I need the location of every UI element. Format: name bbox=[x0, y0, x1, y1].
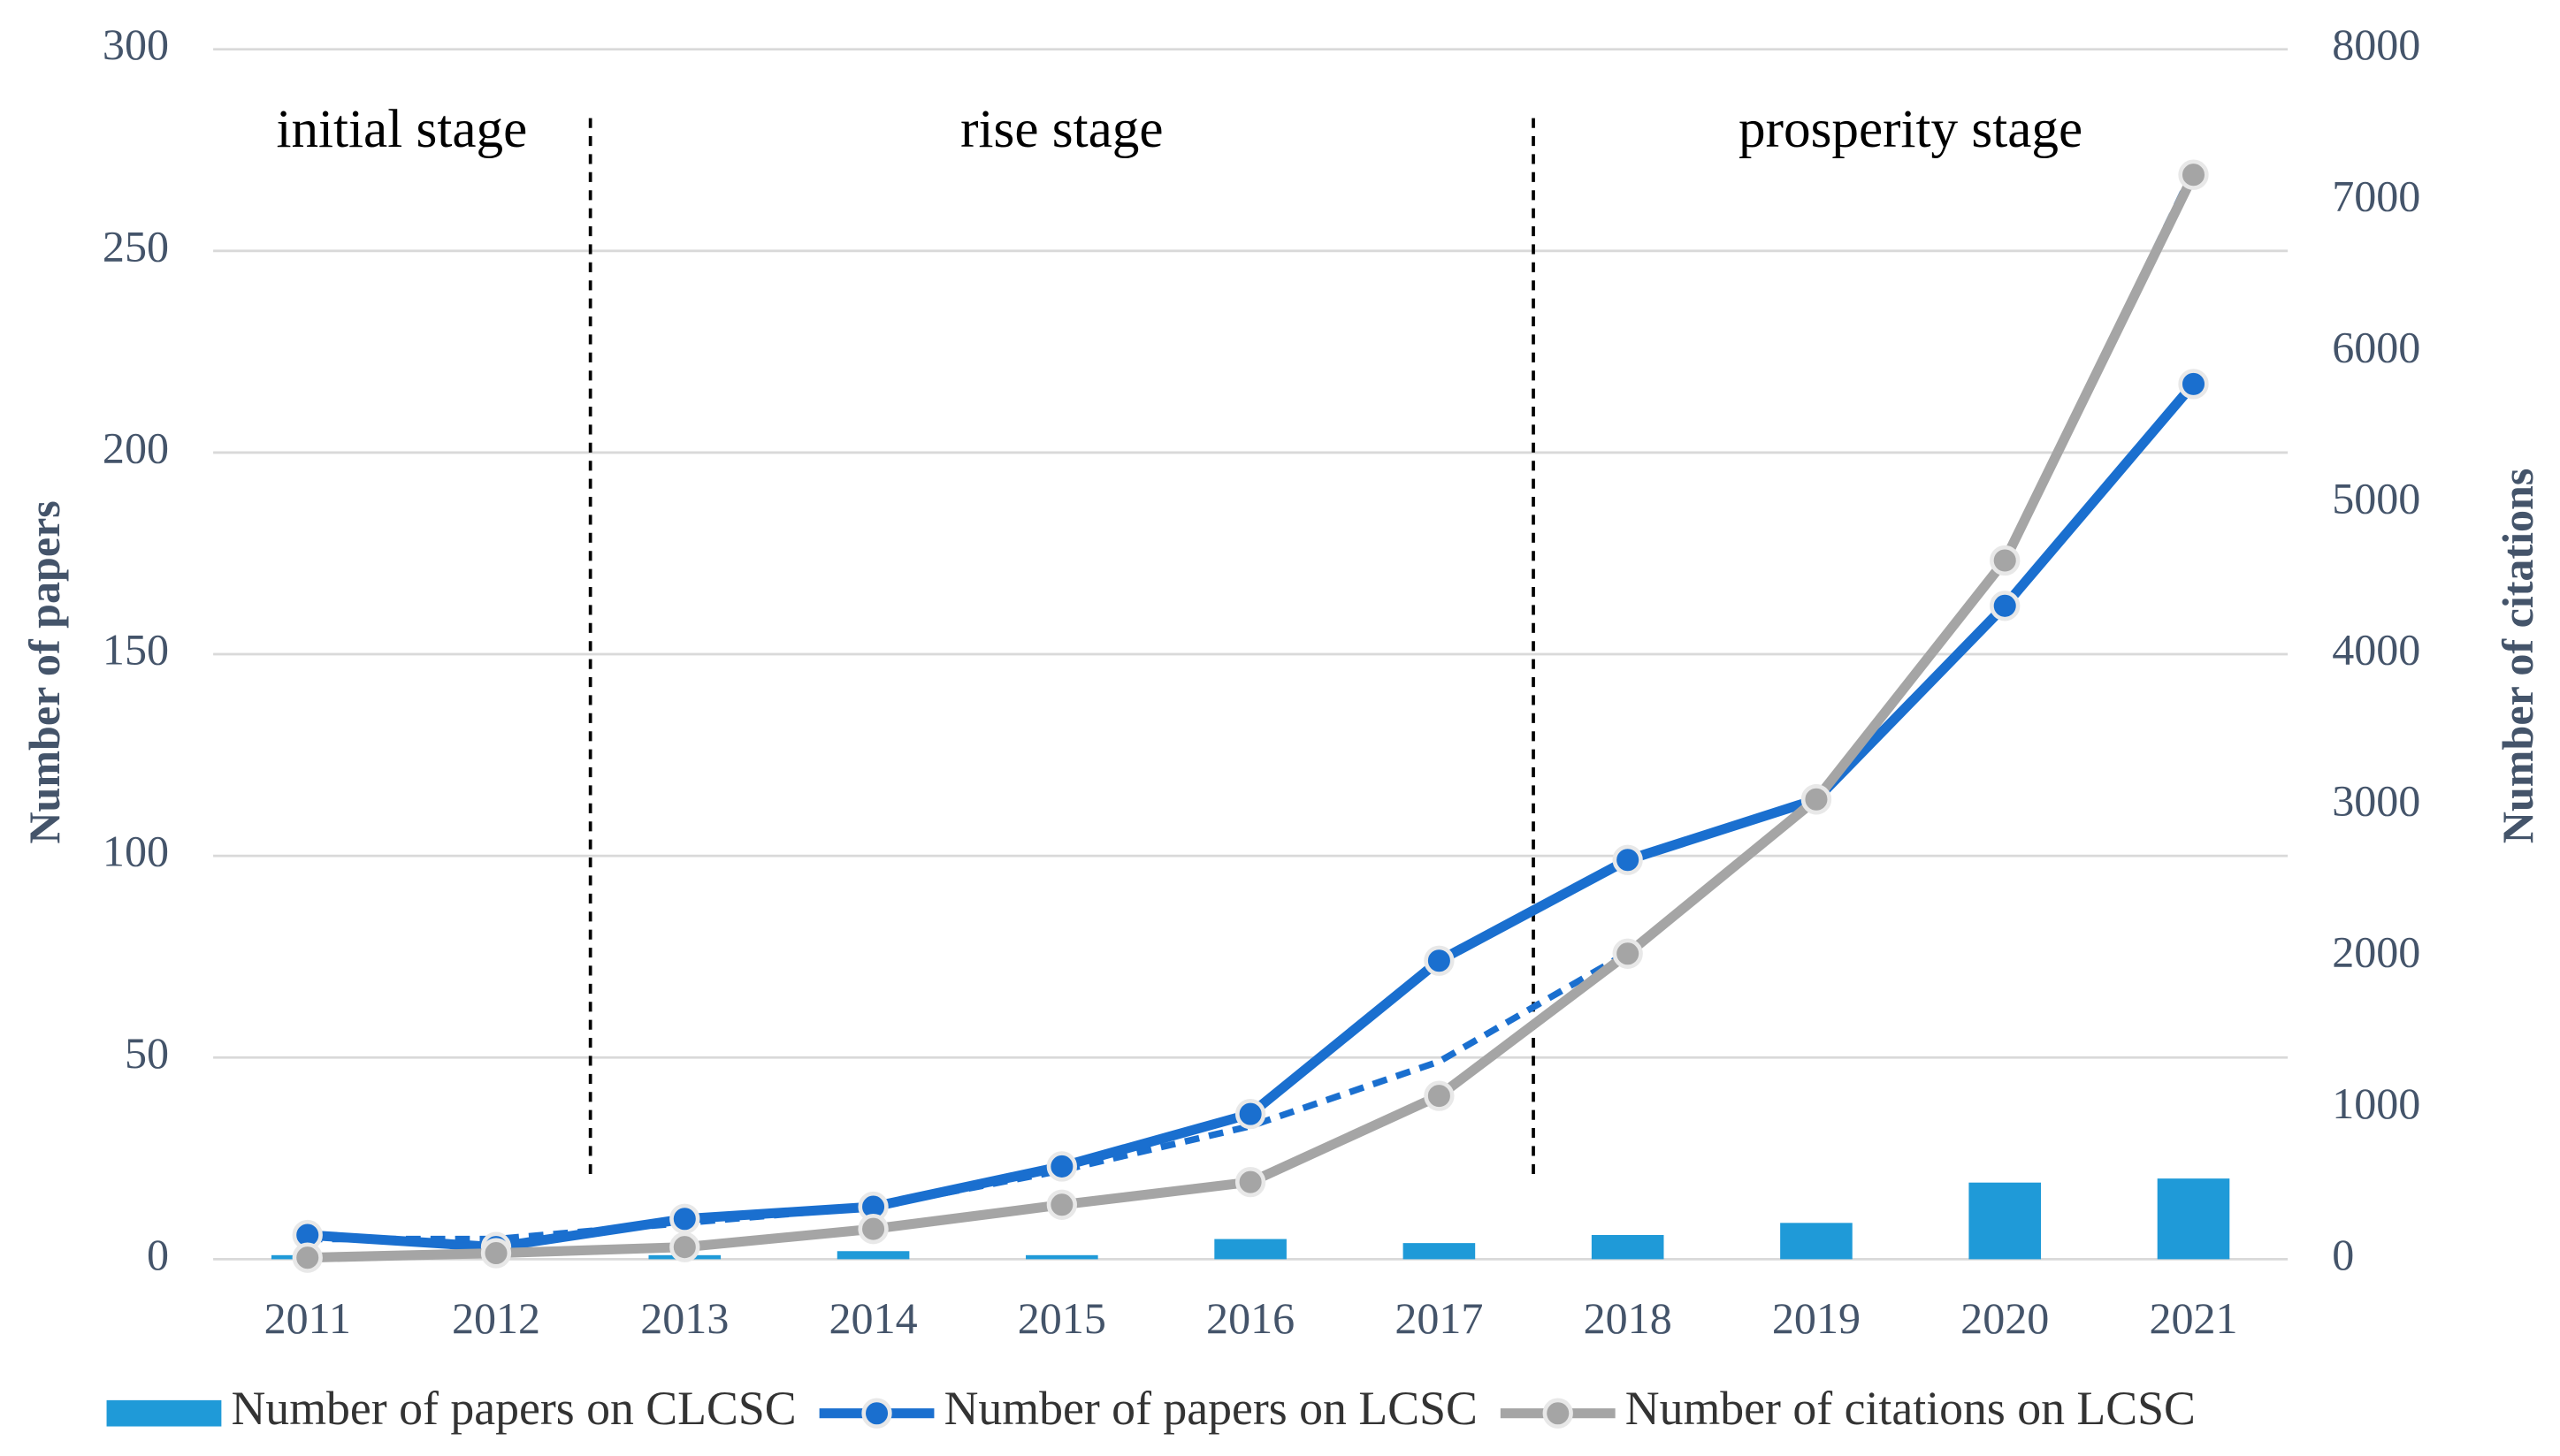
x-tick-label: 2018 bbox=[1584, 1293, 1672, 1343]
point bbox=[1612, 844, 1643, 875]
y2-tick-label: 3000 bbox=[2332, 776, 2420, 826]
y2-tick-label: 6000 bbox=[2332, 322, 2420, 371]
point bbox=[1234, 1166, 1266, 1198]
x-tick-label: 2015 bbox=[1018, 1293, 1106, 1343]
bar bbox=[1026, 1254, 1098, 1260]
y2-tick-label: 2000 bbox=[2332, 927, 2420, 977]
legend-label: Number of citations on LCSC bbox=[1625, 1382, 2196, 1435]
point bbox=[669, 1203, 700, 1234]
bar bbox=[837, 1251, 910, 1260]
point bbox=[669, 1231, 700, 1262]
y2-axis-title: Number of citations bbox=[2493, 469, 2542, 844]
point bbox=[2178, 159, 2209, 190]
bar bbox=[1214, 1239, 1287, 1260]
point bbox=[2178, 369, 2209, 400]
x-tick-label: 2014 bbox=[829, 1293, 918, 1343]
point bbox=[1046, 1189, 1077, 1220]
stage-label: prosperity stage bbox=[1739, 99, 2082, 159]
point bbox=[858, 1214, 889, 1245]
legend-marker bbox=[1542, 1398, 1573, 1429]
legend-swatch bbox=[106, 1399, 222, 1427]
point bbox=[292, 1242, 323, 1273]
x-tick-label: 2019 bbox=[1772, 1293, 1861, 1343]
x-tick-label: 2011 bbox=[264, 1293, 351, 1343]
y2-tick-label: 0 bbox=[2332, 1230, 2354, 1279]
x-tick-label: 2020 bbox=[1960, 1293, 2049, 1343]
x-tick-label: 2016 bbox=[1206, 1293, 1295, 1343]
point bbox=[1990, 545, 2021, 576]
point bbox=[1424, 945, 1455, 976]
y-tick-label: 250 bbox=[103, 221, 169, 271]
x-tick-label: 2017 bbox=[1395, 1293, 1483, 1343]
legend-label: Number of papers on CLCSC bbox=[231, 1382, 796, 1435]
point bbox=[1612, 938, 1643, 969]
x-tick-label: 2013 bbox=[640, 1293, 729, 1343]
y2-tick-label: 7000 bbox=[2332, 171, 2420, 220]
point bbox=[480, 1238, 512, 1269]
y-tick-label: 100 bbox=[103, 827, 169, 876]
point bbox=[1990, 591, 2021, 621]
legend-label: Number of papers on LCSC bbox=[944, 1382, 1478, 1435]
y2-tick-label: 1000 bbox=[2332, 1079, 2420, 1128]
x-tick-label: 2012 bbox=[452, 1293, 540, 1343]
bar bbox=[1968, 1182, 2042, 1260]
stage-label: rise stage bbox=[960, 99, 1163, 159]
y2-tick-label: 8000 bbox=[2332, 19, 2420, 69]
stage-label: initial stage bbox=[276, 99, 527, 159]
legend-marker bbox=[861, 1398, 892, 1429]
y-tick-label: 0 bbox=[147, 1230, 169, 1279]
point bbox=[1046, 1151, 1077, 1182]
y-tick-label: 200 bbox=[103, 423, 169, 472]
y2-tick-label: 5000 bbox=[2332, 473, 2420, 522]
y2-tick-label: 4000 bbox=[2332, 625, 2420, 675]
bar bbox=[1402, 1243, 1476, 1260]
y-tick-label: 150 bbox=[103, 625, 169, 675]
point bbox=[1234, 1098, 1266, 1130]
y-tick-label: 50 bbox=[125, 1028, 169, 1078]
bar bbox=[1780, 1223, 1853, 1260]
point bbox=[1800, 784, 1832, 815]
y-axis-title: Number of papers bbox=[19, 500, 69, 843]
bar bbox=[2157, 1178, 2230, 1260]
y-tick-label: 300 bbox=[103, 19, 169, 69]
bar bbox=[1591, 1235, 1664, 1260]
x-tick-label: 2021 bbox=[2149, 1293, 2237, 1343]
point bbox=[1424, 1080, 1455, 1111]
